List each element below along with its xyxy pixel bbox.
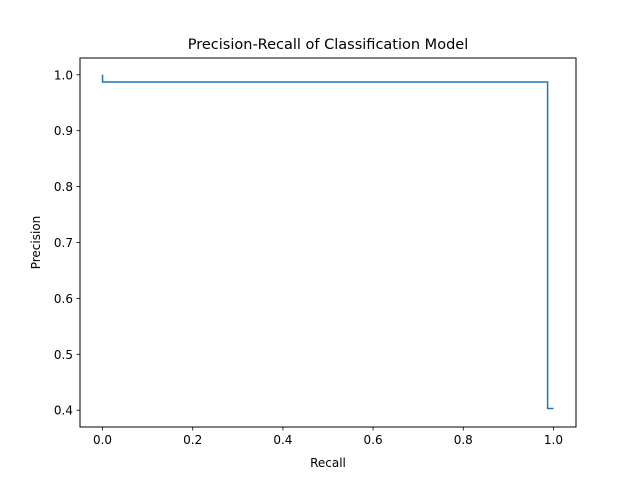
pr-curve-line bbox=[101, 74, 554, 410]
series-layer bbox=[101, 74, 554, 410]
y-tick-label: 1.0 bbox=[54, 68, 73, 82]
x-axis: 0.0 0.2 0.4 0.6 0.8 1.0 bbox=[93, 427, 563, 447]
y-axis-label: Precision bbox=[29, 216, 43, 270]
y-axis: 0.4 0.5 0.6 0.7 0.8 0.9 1.0 bbox=[54, 68, 80, 418]
y-tick-label: 0.4 bbox=[54, 404, 73, 418]
x-tick-label: 1.0 bbox=[544, 433, 563, 447]
x-tick-label: 0.4 bbox=[273, 433, 292, 447]
x-tick-label: 0.8 bbox=[454, 433, 473, 447]
y-tick-label: 0.5 bbox=[54, 348, 73, 362]
y-tick-label: 0.8 bbox=[54, 180, 73, 194]
plot-area-frame bbox=[79, 57, 577, 428]
y-tick-label: 0.9 bbox=[54, 124, 73, 138]
x-axis-label: Recall bbox=[310, 456, 346, 470]
y-tick-label: 0.6 bbox=[54, 292, 73, 306]
x-tick-label: 0.6 bbox=[364, 433, 383, 447]
x-tick-label: 0.2 bbox=[183, 433, 202, 447]
x-tick-label: 0.0 bbox=[93, 433, 112, 447]
y-tick-label: 0.7 bbox=[54, 236, 73, 250]
chart-title: Precision-Recall of Classification Model bbox=[188, 37, 468, 53]
